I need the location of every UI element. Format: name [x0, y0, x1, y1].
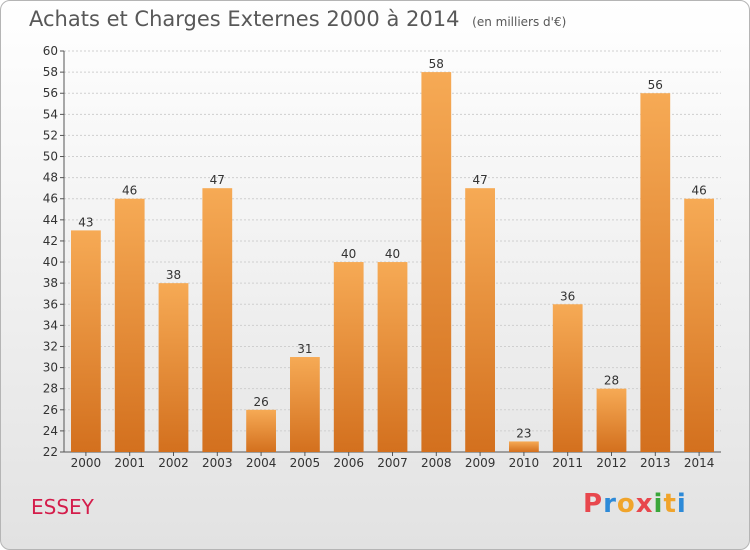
y-tick-label: 50 [43, 150, 58, 164]
x-tick-label: 2014 [684, 456, 715, 470]
logo-letter: t [663, 489, 677, 519]
y-tick-label: 58 [43, 65, 58, 79]
y-tick-label: 40 [43, 255, 58, 269]
data-label: 43 [78, 215, 93, 229]
logo-letter: i [676, 489, 687, 519]
place-name: ESSEY [31, 495, 94, 519]
x-tick-label: 2013 [640, 456, 671, 470]
chart-subtitle: (en milliers d'€) [472, 15, 567, 29]
x-tick-label: 2002 [158, 456, 189, 470]
x-tick-label: 2007 [377, 456, 408, 470]
bars [71, 72, 714, 453]
y-tick-label: 52 [43, 128, 58, 142]
data-label: 36 [560, 289, 575, 303]
bar-2007 [377, 262, 408, 452]
bar-2002 [158, 283, 189, 452]
x-tick-label: 2011 [552, 456, 583, 470]
title-text: Achats et Charges Externes 2000 à 2014 [29, 7, 460, 31]
chart-title: Achats et Charges Externes 2000 à 2014 (… [29, 7, 566, 31]
y-tick-label: 60 [43, 44, 58, 58]
logo-letter: x [635, 489, 654, 519]
y-tick-label: 22 [43, 445, 58, 459]
data-label: 28 [604, 374, 619, 388]
bar-2004 [246, 409, 276, 452]
x-tick-label: 2004 [246, 456, 277, 470]
x-tick-label: 2005 [290, 456, 321, 470]
x-tick-label: 2000 [71, 456, 102, 470]
data-label: 46 [691, 184, 706, 198]
y-tick-label: 46 [43, 192, 58, 206]
x-tick-label: 2009 [465, 456, 496, 470]
bar-2013 [640, 93, 671, 453]
y-tick-label: 34 [43, 318, 58, 332]
bar-2003 [202, 188, 233, 452]
y-tick-label: 56 [43, 86, 58, 100]
x-tick-label: 2001 [114, 456, 145, 470]
data-label: 47 [210, 173, 225, 187]
x-tick-label: 2010 [509, 456, 540, 470]
bar-2014 [684, 198, 714, 452]
bar-2011 [552, 304, 583, 452]
y-tick-label: 30 [43, 361, 58, 375]
y-tick-label: 32 [43, 339, 58, 353]
data-label: 23 [516, 426, 531, 440]
logo-letter: o [616, 489, 636, 519]
y-tick-label: 36 [43, 297, 58, 311]
proxiti-logo[interactable]: Proxiti [583, 489, 687, 519]
bar-2000 [71, 230, 101, 452]
bar-2009 [465, 188, 495, 452]
data-label: 46 [122, 184, 137, 198]
x-tick-label: 2012 [596, 456, 627, 470]
y-tick-label: 44 [43, 213, 58, 227]
y-tick-labels: 22 24 26 28 30 32 34 36 38 40 42 44 46 48 50 52 54 56 58 60 [43, 44, 58, 459]
bar-2012 [596, 388, 627, 452]
y-tick-label: 26 [43, 403, 58, 417]
y-tick-label: 28 [43, 382, 58, 396]
data-label: 38 [166, 268, 181, 282]
y-tick-label: 42 [43, 234, 58, 248]
bar-2006 [333, 262, 364, 452]
x-tick-labels: 2000 2001 2002 2003 2004 2005 2006 2007 2008 2009… [71, 456, 715, 470]
bar-2005 [290, 357, 320, 452]
logo-letter: P [583, 489, 604, 519]
data-label: 26 [253, 395, 268, 409]
data-label: 40 [341, 247, 356, 261]
y-tick-label: 48 [43, 171, 58, 185]
y-tick-label: 24 [43, 424, 58, 438]
y-tick-label: 54 [43, 107, 58, 121]
data-labels: 43 46 38 47 26 31 40 40 58 47 23 36 28 56 46 [78, 57, 706, 440]
logo-letter: i [653, 489, 664, 519]
logo-letter: r [603, 489, 617, 519]
data-label: 31 [297, 342, 312, 356]
x-tick-label: 2006 [333, 456, 364, 470]
x-tick-label: 2003 [202, 456, 233, 470]
bar-2010 [509, 441, 539, 452]
x-tick-label: 2008 [421, 456, 452, 470]
bar-2008 [421, 72, 452, 453]
bar-2001 [114, 198, 145, 452]
data-label: 56 [648, 78, 663, 92]
y-tick-label: 38 [43, 276, 58, 290]
data-label: 47 [472, 173, 487, 187]
data-label: 58 [429, 57, 444, 71]
data-label: 40 [385, 247, 400, 261]
